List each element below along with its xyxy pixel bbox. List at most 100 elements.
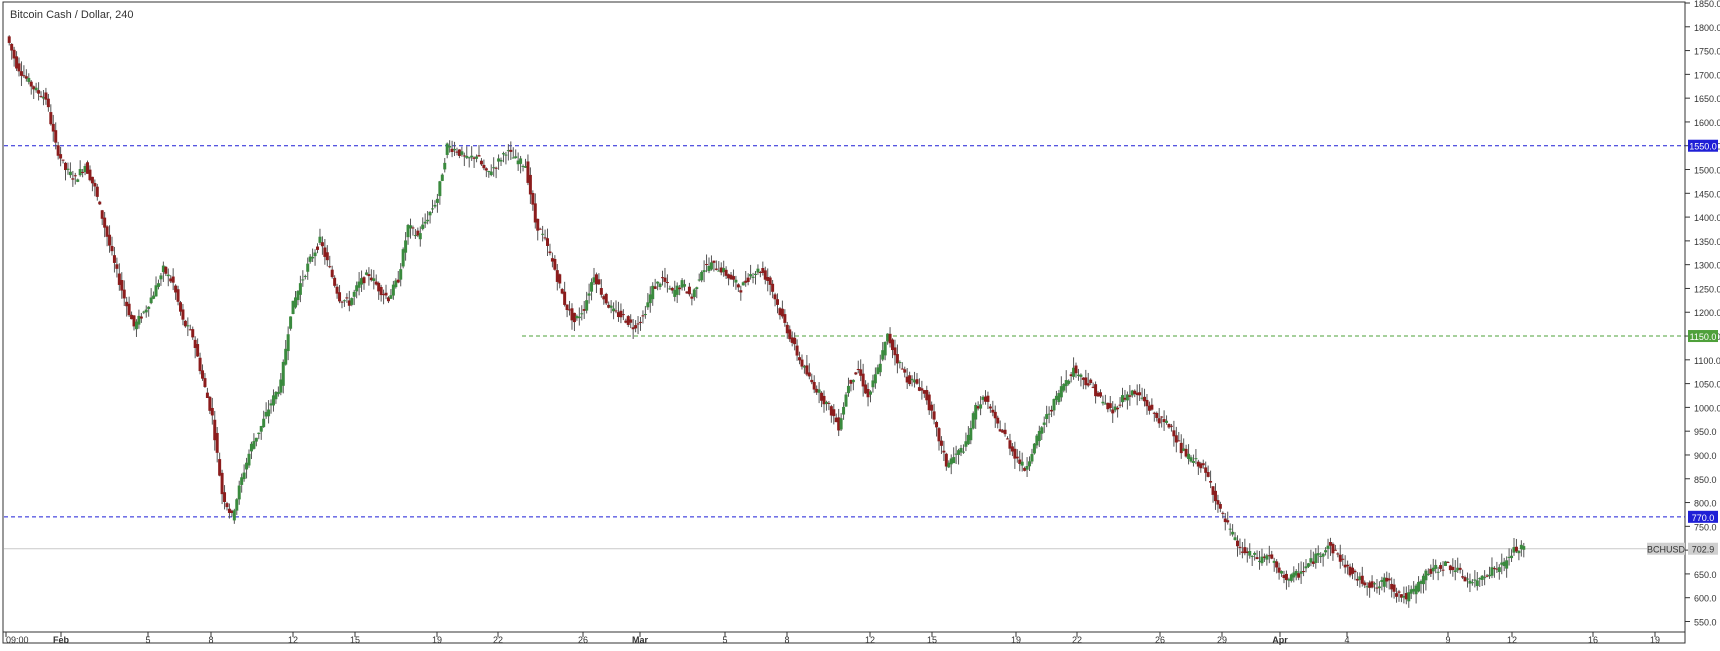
candle-body <box>861 373 865 387</box>
time-tick-label: 15 <box>927 635 937 645</box>
candle-body <box>227 508 231 513</box>
candle-body <box>665 282 669 284</box>
candle-body <box>262 418 266 428</box>
candle-body <box>71 178 75 180</box>
candle-body <box>558 274 562 284</box>
candle-body <box>166 274 170 277</box>
candle-body <box>130 314 134 320</box>
candle-body <box>1475 580 1479 587</box>
candle-body <box>1500 562 1504 565</box>
candle-body <box>347 300 351 306</box>
candle-body <box>815 388 819 393</box>
time-tick-label: Feb <box>53 635 70 645</box>
candle-body <box>1076 374 1080 376</box>
price-tick-label: 750.0 <box>1694 522 1717 532</box>
candle-body <box>335 286 339 294</box>
candle-body <box>215 432 219 453</box>
candle-body <box>1492 568 1496 570</box>
candle-body <box>174 285 178 293</box>
candle-body <box>766 276 770 281</box>
candle-body <box>824 401 828 405</box>
candle-body <box>1517 550 1521 554</box>
candle-body <box>313 252 317 257</box>
candle-body <box>1443 561 1447 566</box>
chart-title: Bitcoin Cash / Dollar, 240 <box>10 9 134 21</box>
candle-body <box>276 391 280 395</box>
candle-body <box>259 426 263 432</box>
candle-body <box>1351 567 1355 574</box>
candle-body <box>68 171 72 176</box>
candle-body <box>301 279 305 281</box>
candle-body <box>668 288 672 290</box>
candle-body <box>95 186 99 197</box>
candle-body <box>1275 561 1279 568</box>
candle-body <box>1461 576 1465 578</box>
candle-body <box>920 388 924 391</box>
candle-body <box>1218 504 1222 509</box>
candle-body <box>423 221 427 224</box>
candle-body <box>134 321 138 330</box>
candle-body <box>1028 461 1032 467</box>
candle-body <box>303 275 307 277</box>
candle-body <box>1213 490 1217 502</box>
candle-body <box>1221 512 1225 514</box>
candle-body <box>291 300 295 315</box>
candle-body <box>1010 446 1014 452</box>
candle-body <box>871 380 875 388</box>
candle-body <box>1297 573 1301 578</box>
candle-body <box>193 339 197 349</box>
candle-body <box>1106 402 1110 410</box>
candle-body <box>1421 575 1425 585</box>
candle-body <box>1441 569 1445 571</box>
candle-body <box>462 155 466 157</box>
candle-body <box>1470 582 1474 584</box>
candle-body <box>979 404 983 409</box>
candle-body <box>846 385 850 394</box>
candle-body <box>1284 573 1288 581</box>
candle-body <box>533 203 537 223</box>
candle-body <box>1233 537 1237 541</box>
candle-body <box>1429 568 1433 574</box>
time-tick-label: 8 <box>208 635 213 645</box>
candle-body <box>678 287 682 290</box>
candle-body <box>1299 571 1303 574</box>
candle-body <box>10 43 14 51</box>
candle-body <box>406 224 410 238</box>
horizontal-levels[interactable] <box>4 145 1685 550</box>
candle-body <box>621 314 625 316</box>
time-tick-label: 16 <box>1588 635 1598 645</box>
candle-body <box>1074 365 1078 374</box>
candle-body <box>357 281 361 288</box>
candle-body <box>1248 551 1252 556</box>
candle-body <box>1306 563 1310 567</box>
candle-body <box>881 350 885 360</box>
candle-body <box>1502 561 1506 567</box>
candle-body <box>661 277 665 279</box>
candle-body <box>1341 558 1345 560</box>
candle-body <box>878 363 882 373</box>
candle-body <box>864 384 868 394</box>
price-tick-label: 1500.0 <box>1694 166 1720 176</box>
candle-body <box>88 169 92 181</box>
candle-body <box>839 418 843 430</box>
candle-body <box>1514 546 1518 552</box>
candle-body <box>86 162 90 174</box>
candle-body <box>78 169 82 176</box>
candle-body <box>494 167 498 169</box>
candle-body <box>484 168 488 171</box>
candle-body <box>746 277 750 283</box>
candle-body <box>1488 574 1492 577</box>
candle-body <box>866 389 870 398</box>
candle-body <box>156 283 160 287</box>
price-tick-label: 1700.0 <box>1694 70 1720 80</box>
price-tick-label: 1000.0 <box>1694 403 1720 413</box>
candle-body <box>191 329 195 338</box>
price-tick-label: 1200.0 <box>1694 308 1720 318</box>
candle-body <box>421 224 425 230</box>
candle-body <box>1409 589 1413 594</box>
candle-body <box>1404 593 1408 600</box>
candle-body <box>910 378 914 381</box>
candle-body <box>122 289 126 299</box>
candle-body <box>785 324 789 334</box>
